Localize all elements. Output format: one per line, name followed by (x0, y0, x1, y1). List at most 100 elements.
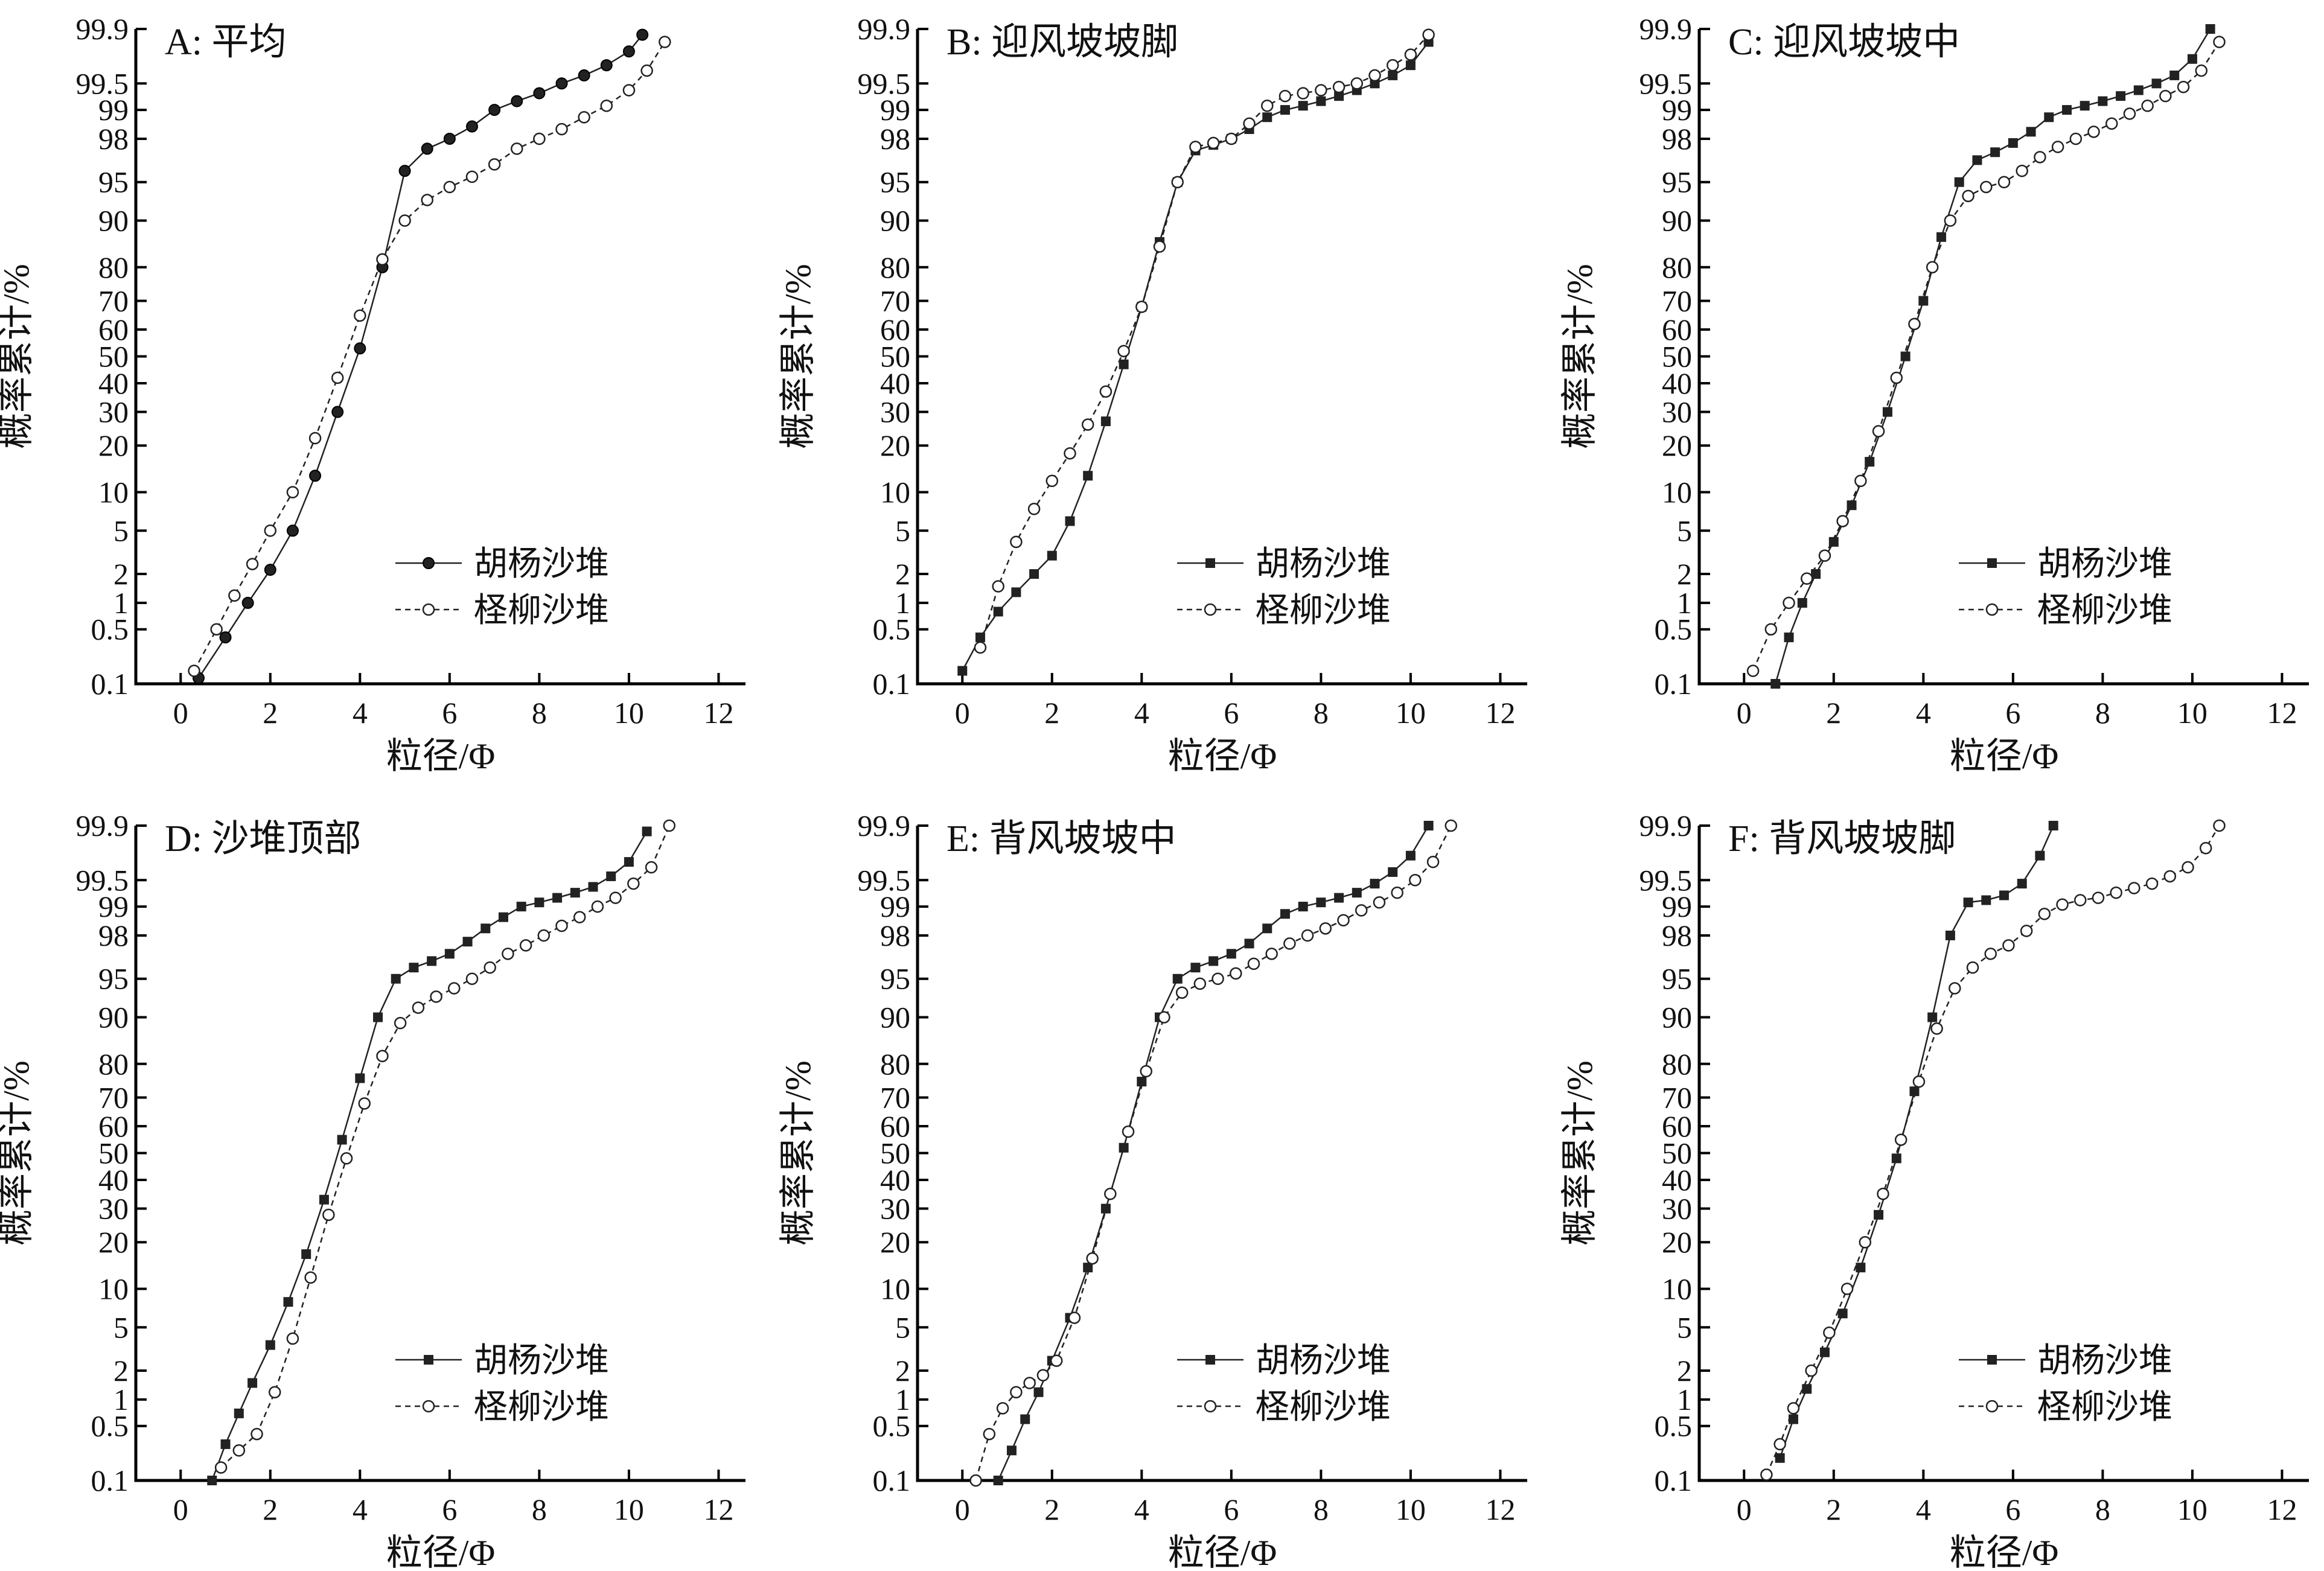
panel-title: D: 沙堆顶部 (165, 818, 362, 859)
marker-huyang (993, 607, 1003, 617)
y-tick-label: 99.5 (858, 66, 911, 100)
legend-marker (424, 1355, 433, 1365)
marker-chengliu (2002, 939, 2015, 952)
y-tick-label: 2 (1677, 1354, 1692, 1388)
marker-chengliu (1386, 59, 1399, 72)
y-tick-label: 30 (1662, 1192, 1692, 1226)
marker-huyang (1006, 1445, 1017, 1456)
legend-label: 胡杨沙堆 (474, 546, 609, 583)
marker-chengliu (412, 1001, 425, 1014)
marker-huyang (1244, 938, 1254, 949)
x-tick-label: 2 (1044, 696, 1059, 730)
marker-chengliu (992, 580, 1004, 593)
marker-huyang (600, 59, 613, 72)
marker-chengliu (2141, 99, 2154, 112)
marker-chengliu (1064, 447, 1076, 460)
marker-huyang (2044, 112, 2054, 123)
y-tick-label: 1 (1677, 1383, 1692, 1416)
marker-huyang (1882, 407, 1892, 417)
y-tick-label: 98 (880, 919, 910, 952)
marker-huyang (570, 888, 580, 898)
y-tick-label: 0.5 (1655, 613, 1693, 646)
y-axis-label: 概率累计/% (1560, 264, 1600, 449)
legend-label: 柽柳沙堆 (2037, 592, 2172, 629)
marker-huyang (462, 937, 473, 947)
marker-chengliu (578, 111, 590, 124)
marker-chengliu (1189, 141, 1202, 153)
marker-huyang (1298, 902, 1308, 912)
marker-chengliu (268, 1386, 281, 1398)
x-tick-label: 4 (1916, 1493, 1931, 1526)
marker-chengliu (2034, 151, 2046, 164)
marker-huyang (1033, 1387, 1044, 1397)
marker-chengliu (1243, 117, 1256, 130)
x-tick-label: 8 (1314, 696, 1329, 730)
x-tick-label: 4 (1134, 1493, 1149, 1526)
x-tick-label: 12 (2267, 1493, 2297, 1526)
marker-chengliu (2213, 36, 2226, 48)
marker-chengliu (1265, 948, 1278, 960)
marker-huyang (993, 1476, 1003, 1485)
x-tick-label: 2 (263, 1493, 278, 1526)
y-axis-label: 概率累计/% (1560, 1060, 1600, 1246)
marker-chengliu (1764, 623, 1778, 636)
legend-label: 胡杨沙堆 (1256, 546, 1391, 583)
marker-huyang (1047, 550, 1057, 561)
x-axis-label: 粒径/Φ (1950, 1533, 2059, 1571)
marker-chengliu (591, 900, 604, 913)
y-axis-label: 概率累计/% (778, 264, 818, 449)
marker-chengliu (1010, 1386, 1023, 1398)
marker-huyang (1891, 1153, 1901, 1164)
y-tick-label: 50 (880, 1136, 910, 1170)
marker-chengliu (1368, 69, 1381, 82)
marker-huyang (1405, 850, 1416, 861)
marker-huyang (2035, 850, 2045, 861)
marker-chengliu (340, 1152, 353, 1165)
marker-chengliu (2020, 925, 2033, 937)
axis-lines (1697, 826, 2309, 1482)
legend-marker (422, 1400, 435, 1413)
legend-label: 胡杨沙堆 (2037, 1342, 2172, 1380)
axis-lines (134, 826, 745, 1482)
series-line-huyang (997, 825, 1429, 1481)
y-tick-label: 98 (1662, 122, 1692, 156)
marker-huyang (2116, 91, 2126, 101)
y-tick-label: 40 (98, 1163, 129, 1197)
marker-huyang (409, 963, 419, 973)
marker-chengliu (304, 1271, 317, 1284)
marker-chengliu (2069, 132, 2083, 145)
marker-chengliu (1984, 948, 1997, 960)
y-tick-label: 98 (880, 122, 910, 156)
marker-chengliu (430, 990, 442, 1003)
x-tick-label: 4 (1134, 696, 1149, 730)
marker-chengliu (1894, 1133, 1907, 1146)
x-tick-label: 12 (1485, 1493, 1515, 1526)
legend-label: 胡杨沙堆 (1256, 1342, 1391, 1380)
x-tick-label: 0 (1737, 696, 1752, 730)
y-tick-label: 40 (880, 1163, 910, 1197)
marker-chengliu (1926, 261, 1939, 274)
marker-chengliu (627, 877, 640, 890)
marker-huyang (2026, 127, 2036, 137)
y-tick-label: 99 (1662, 890, 1692, 923)
marker-huyang (1334, 91, 1344, 101)
y-tick-label: 5 (895, 514, 910, 547)
marker-huyang (1945, 930, 1955, 940)
marker-chengliu (555, 123, 568, 136)
x-tick-label: 6 (442, 696, 457, 730)
x-axis-label: 粒径/Φ (1168, 1533, 1277, 1571)
marker-chengliu (2177, 80, 2190, 94)
marker-chengliu (376, 1050, 389, 1063)
marker-huyang (286, 524, 299, 537)
marker-chengliu (533, 132, 546, 145)
x-axis-label: 粒径/Φ (386, 1533, 496, 1571)
marker-chengliu (663, 819, 675, 832)
y-tick-label: 1 (113, 1383, 129, 1416)
y-tick-label: 90 (1662, 1001, 1692, 1034)
y-tick-label: 99.5 (1639, 863, 1693, 897)
marker-chengliu (1050, 1354, 1063, 1367)
marker-huyang (1990, 147, 2000, 158)
marker-chengliu (1840, 1283, 1854, 1295)
y-tick-label: 0.1 (91, 667, 129, 701)
y-tick-label: 98 (1662, 919, 1692, 952)
